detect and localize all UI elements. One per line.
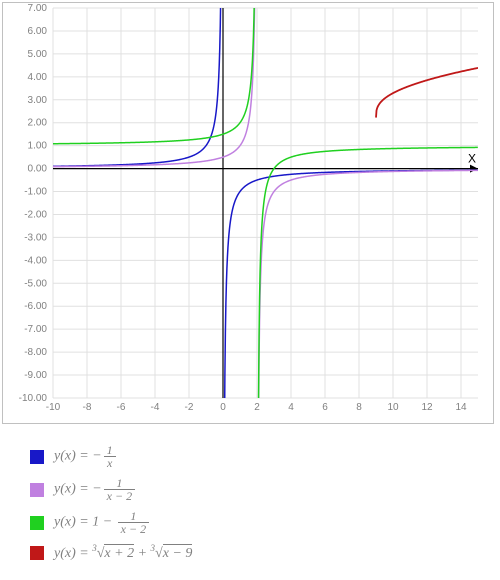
svg-text:6: 6 — [322, 402, 328, 413]
legend-swatch — [30, 483, 44, 497]
svg-text:-4: -4 — [151, 402, 160, 413]
svg-text:-8.00: -8.00 — [24, 347, 47, 358]
svg-text:6.00: 6.00 — [28, 26, 48, 37]
svg-text:0: 0 — [220, 402, 226, 413]
svg-text:4: 4 — [288, 402, 294, 413]
svg-text:-3.00: -3.00 — [24, 232, 47, 243]
legend-item: y(x) = 1 − 1x − 2 — [30, 510, 490, 535]
legend-swatch — [30, 450, 44, 464]
svg-text:-6: -6 — [117, 402, 126, 413]
svg-text:-4.00: -4.00 — [24, 255, 47, 266]
svg-text:14: 14 — [455, 402, 467, 413]
legend: y(x) = −1x y(x) = −1x − 2 y(x) = 1 − 1x … — [0, 426, 500, 580]
svg-text:-8: -8 — [83, 402, 92, 413]
svg-text:0.00: 0.00 — [28, 164, 48, 175]
svg-text:-5.00: -5.00 — [24, 278, 47, 289]
legend-formula: y(x) = −1x — [54, 444, 118, 469]
svg-text:-2.00: -2.00 — [24, 209, 47, 220]
legend-item: y(x) = −1x — [30, 444, 490, 469]
svg-text:-6.00: -6.00 — [24, 301, 47, 312]
svg-text:4.00: 4.00 — [28, 72, 48, 83]
svg-text:8: 8 — [356, 402, 362, 413]
legend-item: y(x) = −1x − 2 — [30, 477, 490, 502]
legend-swatch — [30, 516, 44, 530]
svg-text:X: X — [468, 152, 476, 166]
svg-text:1.00: 1.00 — [28, 141, 48, 152]
chart-panel: -10 -8 -6 -4 -2 0 2 4 6 8 10 12 14 -10.00 -9.00 -8.00 -7… — [2, 2, 494, 424]
legend-formula: y(x) = −1x − 2 — [54, 477, 137, 502]
function-chart: -10 -8 -6 -4 -2 0 2 4 6 8 10 12 14 -10.00 -9.00 -8.00 -7… — [3, 3, 493, 423]
svg-text:-9.00: -9.00 — [24, 370, 47, 381]
legend-item: y(x) = 3√x + 2 + 3√x − 9 — [30, 543, 490, 562]
svg-text:10: 10 — [387, 402, 399, 413]
svg-text:2: 2 — [254, 402, 260, 413]
legend-formula: y(x) = 3√x + 2 + 3√x − 9 — [54, 543, 192, 562]
svg-text:12: 12 — [421, 402, 433, 413]
svg-text:-10: -10 — [46, 402, 61, 413]
svg-text:-7.00: -7.00 — [24, 324, 47, 335]
svg-text:-1.00: -1.00 — [24, 187, 47, 198]
svg-text:5.00: 5.00 — [28, 49, 48, 60]
svg-text:3.00: 3.00 — [28, 95, 48, 106]
svg-text:7.00: 7.00 — [28, 3, 48, 14]
legend-formula: y(x) = 1 − 1x − 2 — [54, 510, 151, 535]
svg-text:2.00: 2.00 — [28, 118, 48, 129]
legend-swatch — [30, 546, 44, 560]
svg-text:-2: -2 — [185, 402, 194, 413]
svg-text:-10.00: -10.00 — [19, 393, 48, 404]
